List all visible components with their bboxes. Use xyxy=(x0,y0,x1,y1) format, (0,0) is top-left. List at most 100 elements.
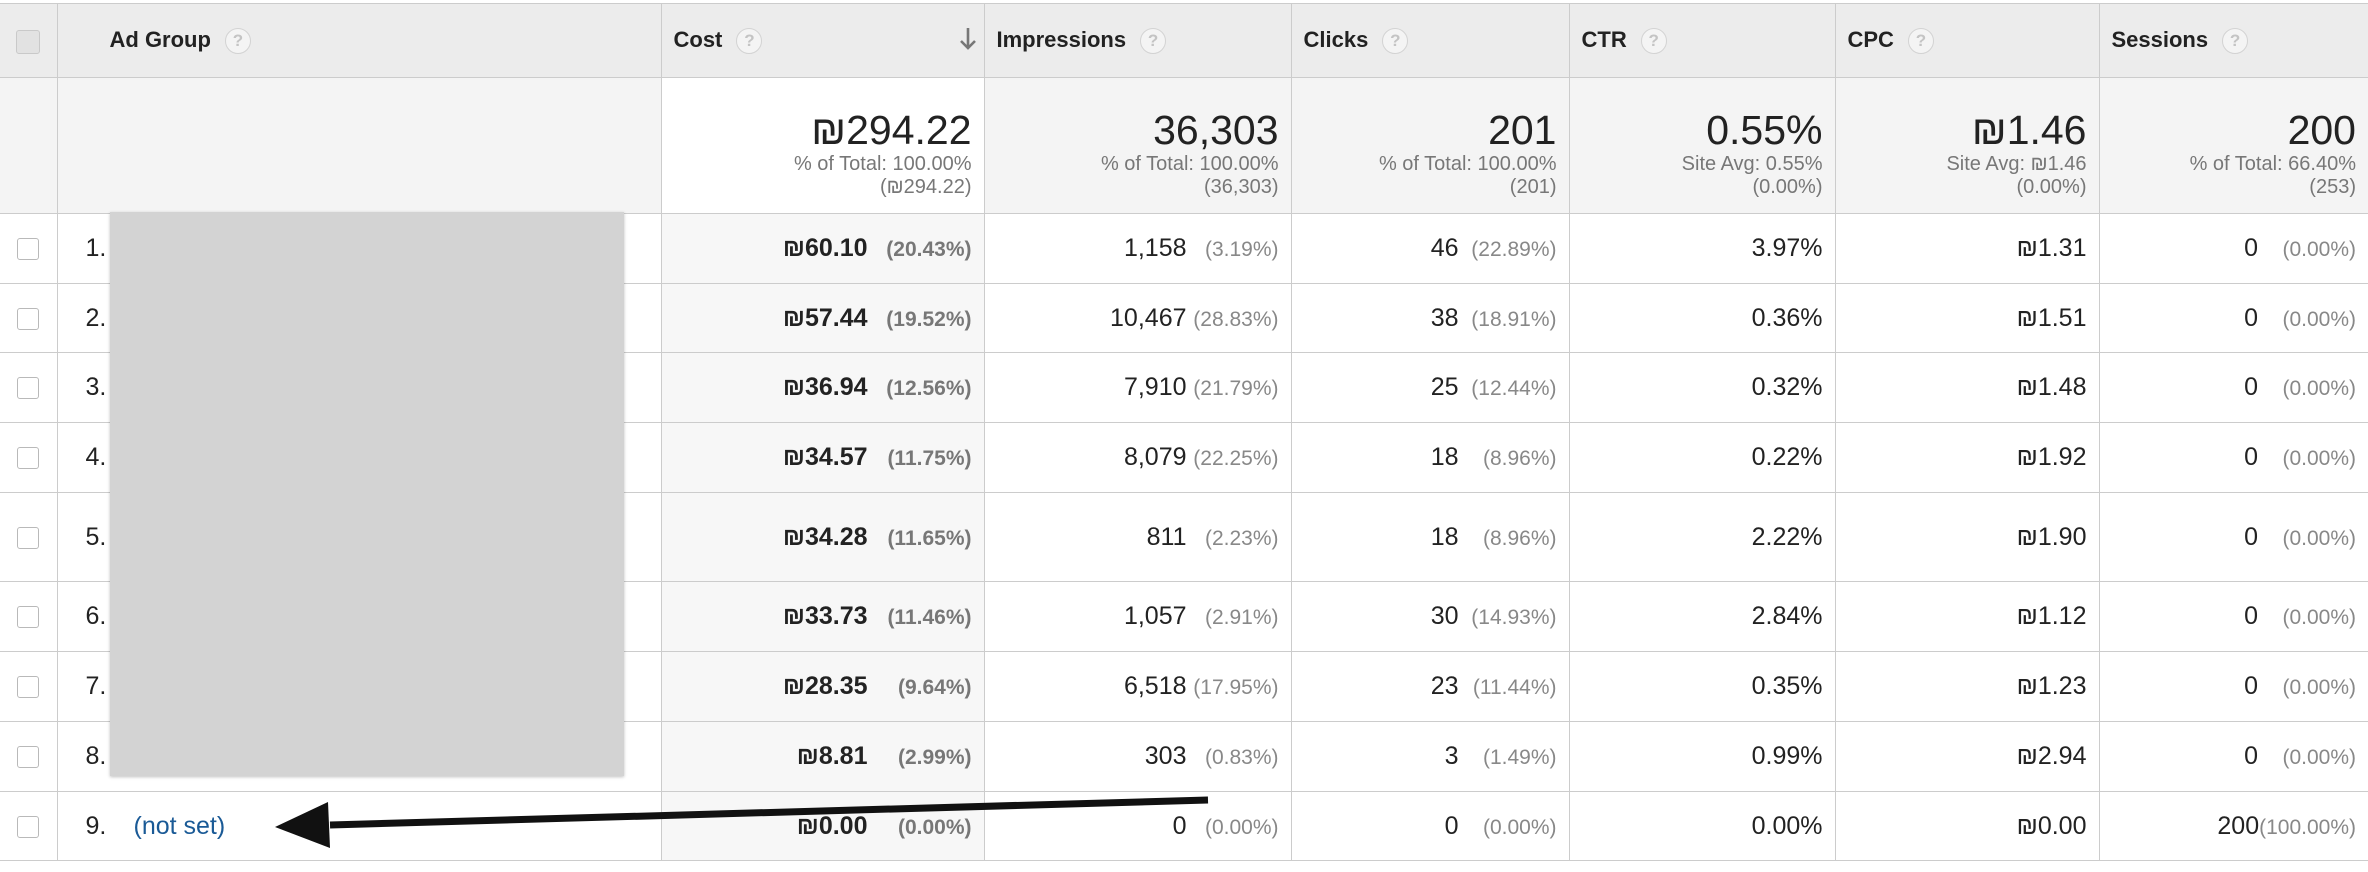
cost-percent: (11.46%) xyxy=(887,606,972,629)
impressions-value: 303 xyxy=(1144,742,1187,770)
ctr-value: 0.00% xyxy=(1751,811,1823,840)
row-checkbox-cell xyxy=(0,791,58,861)
column-header-label: Clicks xyxy=(1303,26,1369,52)
row-checkbox-cell xyxy=(0,283,58,353)
row-checkbox-cell xyxy=(0,651,58,722)
cpc-cell: ₪1.23 xyxy=(1834,651,2100,722)
table-row[interactable]: 9. (not set) ₪0.00 (0.00%) 0 (0.00%) 0 (0.00… xyxy=(0,791,2368,861)
row-index: 2. xyxy=(85,303,107,332)
cost-percent: (11.65%) xyxy=(887,526,972,550)
header-row: Ad Group? Cost? Impressions? Clicks? CTR xyxy=(0,3,2368,78)
cpc-cell: ₪0.00 xyxy=(1834,791,2100,861)
help-icon[interactable]: ? xyxy=(1640,28,1667,55)
ctr-cell: 2.84% xyxy=(1568,581,1836,652)
help-icon[interactable]: ? xyxy=(1140,28,1167,55)
cost-cell: ₪33.73 (11.46%) xyxy=(660,581,985,652)
row-checkbox-cell xyxy=(0,721,58,792)
sessions-cell: 200(100.00%) xyxy=(2098,791,2368,861)
total-note: % of Total: 66.40% xyxy=(2189,153,2356,175)
cpc-value: ₪1.51 xyxy=(2016,303,2087,332)
row-index: 6. xyxy=(85,602,107,630)
row-checkbox[interactable] xyxy=(17,377,40,400)
row-checkbox-cell xyxy=(0,581,58,652)
cost-cell: ₪8.81 (2.99%) xyxy=(660,721,985,792)
row-checkbox[interactable] xyxy=(17,676,40,699)
help-icon[interactable]: ? xyxy=(224,28,251,55)
sessions-cell: 0 (0.00%) xyxy=(2098,492,2368,582)
total-value: ₪1.46 xyxy=(1971,107,2087,153)
cpc-cell: ₪1.92 xyxy=(1834,422,2100,493)
clicks-value: 46 xyxy=(1430,234,1459,262)
clicks-cell: 0 (0.00%) xyxy=(1290,791,1570,861)
column-header-label: Impressions xyxy=(996,26,1127,52)
row-checkbox[interactable] xyxy=(17,746,40,769)
impressions-value: 10,467 xyxy=(1110,303,1187,332)
help-icon[interactable]: ? xyxy=(1382,28,1409,55)
row-checkbox[interactable] xyxy=(17,815,40,838)
column-header-cost[interactable]: Cost? xyxy=(660,3,985,78)
cpc-value: ₪0.00 xyxy=(2016,811,2087,840)
select-all-checkbox[interactable] xyxy=(16,29,41,54)
clicks-cell: 38 (18.91%) xyxy=(1290,283,1570,353)
help-icon[interactable]: ? xyxy=(1907,28,1934,55)
column-header-impressions[interactable]: Impressions? xyxy=(983,3,1292,78)
cost-value: ₪57.44 xyxy=(782,303,868,332)
total-note: (201) xyxy=(1509,176,1557,198)
sessions-value: 0 xyxy=(2244,672,2258,700)
cost-percent: (19.52%) xyxy=(886,307,972,331)
cpc-value: ₪1.23 xyxy=(2016,672,2087,700)
sessions-value: 0 xyxy=(2244,443,2258,471)
impressions-cell: 6,518 (17.95%) xyxy=(983,651,1292,722)
total-note: (0.00%) xyxy=(2016,176,2087,198)
cpc-cell: ₪1.12 xyxy=(1834,581,2100,652)
column-header-clicks[interactable]: Clicks? xyxy=(1290,3,1570,78)
arrow-down-icon[interactable] xyxy=(958,26,978,52)
sessions-cell: 0 (0.00%) xyxy=(2098,283,2368,353)
ctr-value: 2.22% xyxy=(1751,522,1823,551)
sessions-cell: 0 (0.00%) xyxy=(2098,581,2368,652)
cost-cell: ₪34.57 (11.75%) xyxy=(660,422,985,493)
impressions-value: 1,158 xyxy=(1123,234,1187,262)
ctr-cell: 0.99% xyxy=(1568,721,1836,792)
column-header-sessions[interactable]: Sessions? xyxy=(2098,3,2368,78)
row-checkbox[interactable] xyxy=(17,307,40,330)
ctr-value: 0.35% xyxy=(1751,672,1823,700)
ctr-cell: 2.22% xyxy=(1568,492,1836,582)
sessions-percent: (100.00%) xyxy=(2259,815,2356,839)
total-value: 201 xyxy=(1488,107,1557,153)
cpc-cell: ₪1.48 xyxy=(1834,352,2100,423)
sessions-percent: (0.00%) xyxy=(2282,447,2356,470)
row-checkbox-cell xyxy=(0,422,58,493)
clicks-value: 38 xyxy=(1430,303,1459,332)
row-checkbox[interactable] xyxy=(17,606,40,629)
column-header-cpc[interactable]: CPC? xyxy=(1834,3,2100,78)
clicks-value: 0 xyxy=(1444,811,1459,840)
row-index: 8. xyxy=(85,742,107,770)
clicks-value: 25 xyxy=(1430,373,1459,401)
row-checkbox[interactable] xyxy=(17,526,40,549)
column-header-ctr[interactable]: CTR? xyxy=(1568,3,1836,78)
sessions-cell: 0 (0.00%) xyxy=(2098,352,2368,423)
impressions-percent: (22.25%) xyxy=(1193,447,1279,470)
cpc-cell: ₪1.31 xyxy=(1834,213,2100,284)
ctr-value: 0.99% xyxy=(1751,742,1823,770)
total-value: 0.55% xyxy=(1706,107,1823,153)
cost-percent: (11.75%) xyxy=(887,447,972,470)
cost-cell: ₪60.10 (20.43%) xyxy=(660,213,985,284)
impressions-cell: 1,158 (3.19%) xyxy=(983,213,1292,284)
column-header-ad-group[interactable]: Ad Group? xyxy=(56,3,662,78)
help-icon[interactable]: ? xyxy=(736,28,763,55)
help-icon[interactable]: ? xyxy=(2222,28,2249,55)
row-checkbox[interactable] xyxy=(17,238,40,261)
sessions-percent: (0.00%) xyxy=(2282,238,2356,261)
clicks-percent: (18.91%) xyxy=(1471,307,1557,331)
sessions-value: 0 xyxy=(2244,234,2258,262)
clicks-percent: (8.96%) xyxy=(1482,447,1557,470)
row-index: 1. xyxy=(85,234,107,262)
row-checkbox[interactable] xyxy=(17,447,40,470)
cost-value: ₪36.94 xyxy=(782,373,868,401)
clicks-value: 18 xyxy=(1430,443,1459,471)
clicks-percent: (1.49%) xyxy=(1482,746,1557,769)
ad-group-link[interactable]: (not set) xyxy=(133,811,226,840)
